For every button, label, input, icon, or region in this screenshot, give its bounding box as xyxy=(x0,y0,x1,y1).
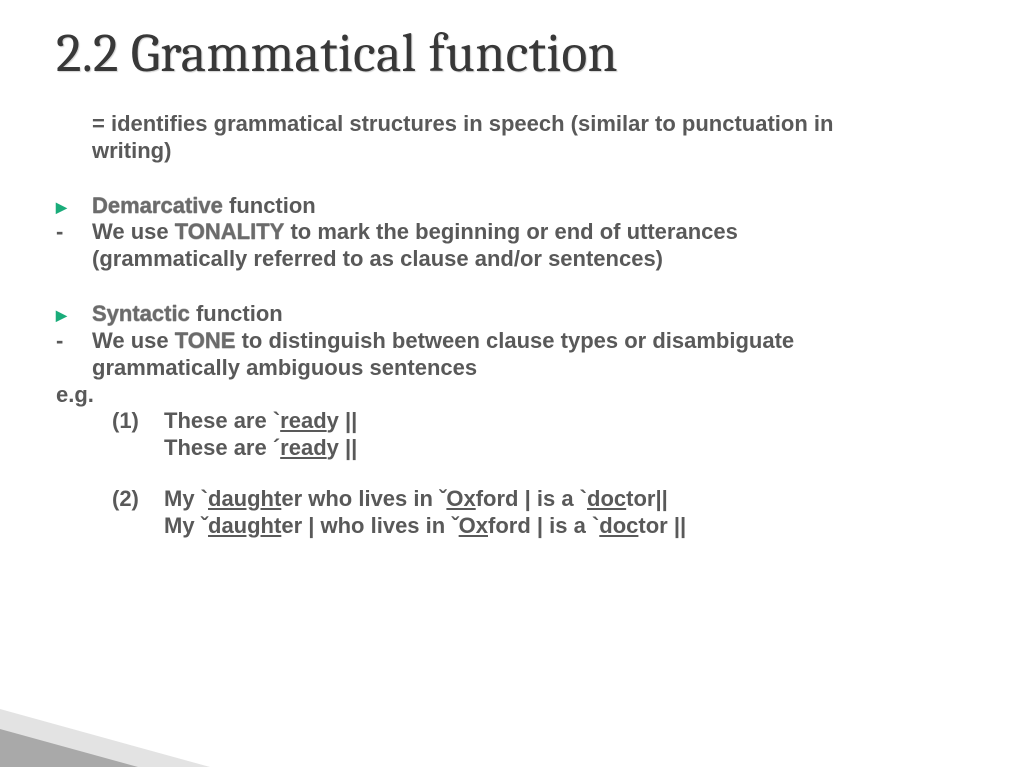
ex1a-post: y || xyxy=(327,408,358,433)
ex1b-pre: These are ´ xyxy=(164,435,280,460)
demarcative-text: Demarcative function xyxy=(92,193,968,220)
ex2b-u1: daught xyxy=(208,513,281,538)
example-text: These are `ready || xyxy=(164,408,968,435)
ex1a-pre: These are ` xyxy=(164,408,280,433)
slide-title: 2.2 Grammatical function xyxy=(56,22,968,85)
example-number: (1) xyxy=(92,408,164,435)
syntactic-label: Syntactic xyxy=(92,301,190,326)
tone-word: TONE xyxy=(175,328,236,353)
syntactic-text: Syntactic function xyxy=(92,301,968,328)
tone-lead: We use xyxy=(92,328,175,353)
tonality-row: - We use TONALITY to mark the beginning … xyxy=(56,219,968,246)
example-2: (2) My `daughter who lives in ˇOxford | … xyxy=(56,486,968,540)
intro-text: = identifies grammatical structures in s… xyxy=(92,111,968,138)
ex1b-underline: read xyxy=(280,435,326,460)
tone-text: We use TONE to distinguish between claus… xyxy=(92,328,968,355)
ex2a-p4: tor|| xyxy=(626,486,668,511)
ex2b-p2: er | who lives in ˇ xyxy=(281,513,458,538)
corner-decoration-dark xyxy=(0,729,138,767)
intro-cont: writing) xyxy=(56,138,968,165)
tonality-word: TONALITY xyxy=(175,219,285,244)
example-text: These are ´ready || xyxy=(164,435,968,462)
example-1: (1) These are `ready || These are ´ready… xyxy=(56,408,968,462)
bullet-icon: ▶ xyxy=(56,193,92,216)
tonality-cont: (grammatically referred to as clause and… xyxy=(56,246,968,273)
ex1a-underline: read xyxy=(280,408,326,433)
example-number: (2) xyxy=(92,486,164,513)
tone-rest: to distinguish between clause types or d… xyxy=(235,328,794,353)
demarcative-row: ▶ Demarcative function xyxy=(56,193,968,220)
dash-marker: - xyxy=(56,219,92,246)
ex2b-p1: My ˇ xyxy=(164,513,208,538)
ex2b-p3: ford | is a ` xyxy=(488,513,599,538)
intro-line: = identifies grammatical structures in s… xyxy=(56,111,968,138)
ex2a-p3: ford | is a ` xyxy=(476,486,587,511)
ex2a-u3: doc xyxy=(587,486,626,511)
eg-label: e.g. xyxy=(56,382,968,409)
tonality-rest: to mark the beginning or end of utteranc… xyxy=(284,219,738,244)
example-text: My `daughter who lives in ˇOxford | is a… xyxy=(164,486,968,513)
syntactic-rest: function xyxy=(190,301,283,326)
slide: 2.2 Grammatical function = identifies gr… xyxy=(0,0,1024,767)
ex2b-u2: Ox xyxy=(459,513,488,538)
ex1b-post: y || xyxy=(327,435,358,460)
ex2a-u1: daught xyxy=(208,486,281,511)
intro-lead: = identifies grammatical structures in s… xyxy=(92,111,833,136)
example-text: My ˇdaughter | who lives in ˇOxford | is… xyxy=(164,513,968,540)
ex2b-u3: doc xyxy=(599,513,638,538)
demarcative-rest: function xyxy=(223,193,316,218)
tone-row: - We use TONE to distinguish between cla… xyxy=(56,328,968,355)
dash-marker: - xyxy=(56,328,92,355)
syntactic-row: ▶ Syntactic function xyxy=(56,301,968,328)
tonality-text: We use TONALITY to mark the beginning or… xyxy=(92,219,968,246)
tonality-lead: We use xyxy=(92,219,175,244)
bullet-icon: ▶ xyxy=(56,301,92,324)
ex2a-p1: My ` xyxy=(164,486,208,511)
demarcative-label: Demarcative xyxy=(92,193,223,218)
slide-body: = identifies grammatical structures in s… xyxy=(56,111,968,540)
ex2b-p4: tor || xyxy=(638,513,686,538)
ex2a-p2: er who lives in ˇ xyxy=(281,486,446,511)
ex2a-u2: Ox xyxy=(446,486,475,511)
tone-cont: grammatically ambiguous sentences xyxy=(56,355,968,382)
